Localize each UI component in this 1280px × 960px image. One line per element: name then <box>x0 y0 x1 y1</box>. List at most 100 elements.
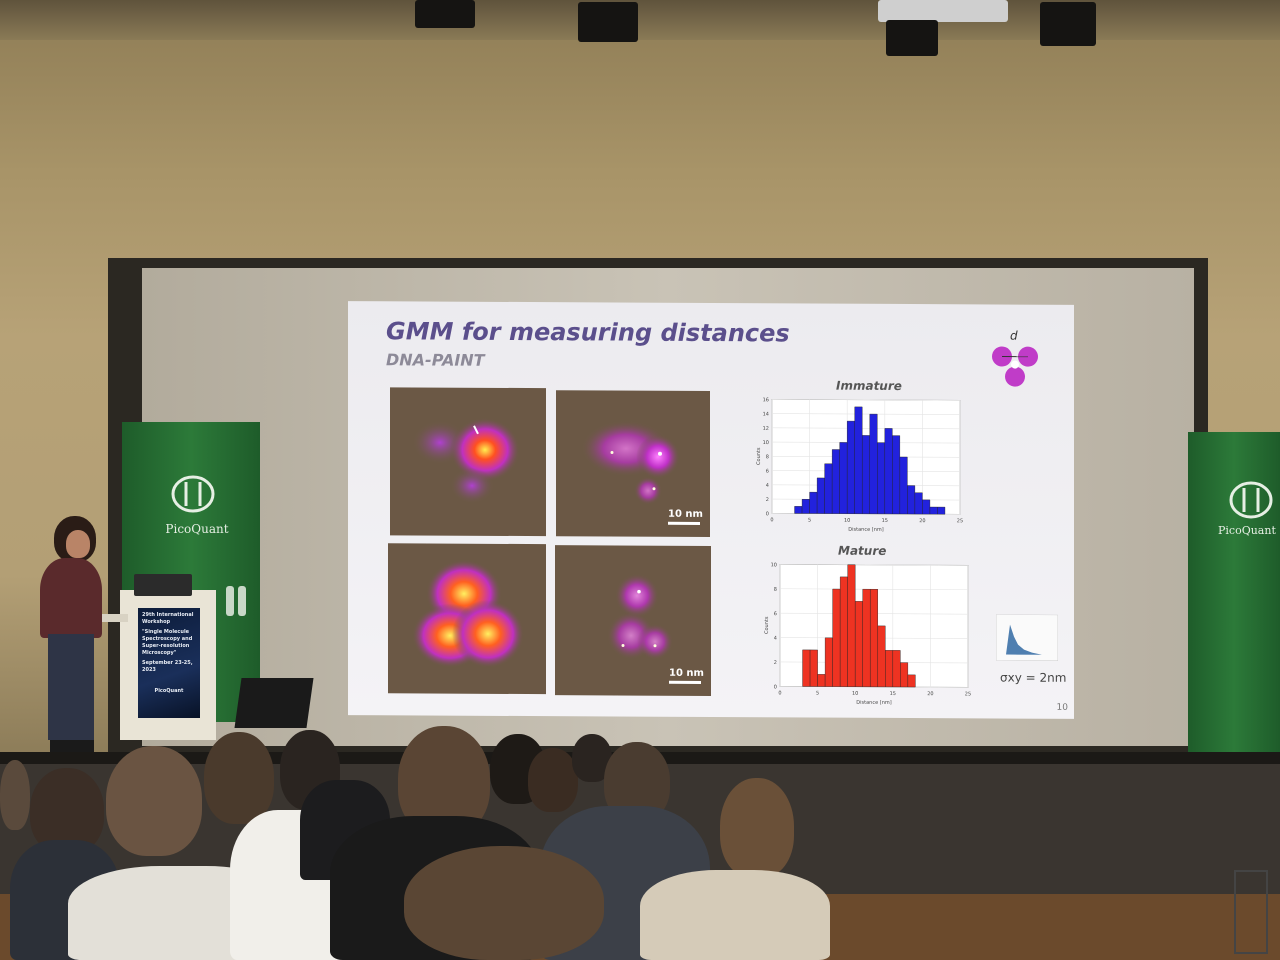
histogram-bar <box>937 507 945 514</box>
presentation-slide: GMM for measuring distances DNA-PAINT d <box>348 301 1074 719</box>
y-axis-label: Counts <box>764 616 770 634</box>
histogram-bar <box>802 499 810 513</box>
x-tick-label: 10 <box>852 691 858 697</box>
slide-title: GMM for measuring distances <box>386 317 790 347</box>
ceiling-projector <box>878 0 1008 22</box>
slide-page-number: 10 <box>1057 703 1068 713</box>
picoquant-logo-icon <box>1226 480 1276 520</box>
picoquant-logo-icon <box>168 474 218 514</box>
histogram-bar <box>907 486 915 515</box>
histogram-bar <box>915 493 923 514</box>
x-tick-label: 20 <box>927 691 933 697</box>
poster-brand: PicoQuant <box>142 688 196 695</box>
histogram-bar <box>795 506 803 513</box>
laptop <box>134 574 192 596</box>
scale-bar-label: 10 nm <box>668 509 703 520</box>
histogram-bar <box>810 492 818 513</box>
empty-chair <box>1234 870 1268 954</box>
histogram-bar <box>900 457 908 514</box>
histogram-bar <box>877 443 885 514</box>
histogram-bar <box>862 435 870 513</box>
histogram-bar <box>885 650 893 687</box>
histogram-bar <box>840 442 848 513</box>
water-bottle <box>226 586 234 616</box>
histogram-bar <box>848 565 856 687</box>
histogram-bar <box>922 500 930 514</box>
diagram-label: d <box>1010 329 1018 343</box>
y-tick-label: 8 <box>774 587 777 593</box>
y-tick-label: 6 <box>766 469 769 475</box>
histogram-bar <box>900 663 908 687</box>
poster-line-3: September 23-25, 2023 <box>142 660 196 674</box>
x-tick-label: 0 <box>770 517 773 523</box>
podium-poster: 29th International Workshop "Single Mole… <box>138 608 200 718</box>
y-axis-label: Counts <box>756 447 762 465</box>
histogram-bar <box>863 589 871 687</box>
mature-plot-title: Mature <box>838 544 886 558</box>
sigma-label: σxy = 2nm <box>1000 671 1066 685</box>
image-mature-localizations: 10 nm <box>555 545 711 696</box>
y-tick-label: 0 <box>774 684 777 690</box>
y-tick-label: 14 <box>763 412 769 418</box>
image-immature-gmm <box>390 387 546 536</box>
histogram-bar <box>833 589 841 687</box>
distance-diagram: d <box>988 328 1048 390</box>
histogram-bar <box>840 577 848 687</box>
x-tick-label: 5 <box>808 518 811 524</box>
histogram-bar <box>908 675 916 687</box>
immature-plot-title: Immature <box>836 379 902 393</box>
slide-subtitle: DNA-PAINT <box>386 350 485 370</box>
histogram-bar <box>870 589 878 687</box>
mature-histogram: 05101520250246810Distance [nm]Counts <box>762 558 976 707</box>
x-tick-label: 15 <box>890 691 896 697</box>
x-tick-label: 0 <box>778 690 781 696</box>
histogram-bar <box>825 638 833 687</box>
x-tick-label: 10 <box>844 518 850 524</box>
scale-bar-line <box>668 522 700 525</box>
ceiling-spotlight <box>578 2 638 42</box>
scale-bar: 10 nm <box>668 509 700 525</box>
precision-inset-histogram <box>996 614 1058 660</box>
left-stand-brand: PicoQuant <box>152 522 242 536</box>
histogram-bar <box>818 674 826 686</box>
histogram-bar <box>885 428 893 514</box>
image-immature-localizations: 10 nm <box>556 390 710 537</box>
histogram-bar <box>930 507 938 514</box>
histogram-bar <box>878 626 886 687</box>
histogram-bar <box>855 601 863 686</box>
y-tick-label: 4 <box>774 636 777 642</box>
right-stand-brand: PicoQuant <box>1218 524 1280 537</box>
histogram-bar <box>892 436 900 514</box>
ceiling-spotlight <box>415 0 475 28</box>
scale-bar: 10 nm <box>669 668 701 684</box>
x-tick-label: 25 <box>957 518 963 524</box>
ceiling-spotlight <box>886 20 938 56</box>
image-mature-gmm <box>388 543 546 694</box>
y-tick-label: 8 <box>766 454 769 460</box>
immature-histogram: 05101520250246810121416Distance [nm]Coun… <box>754 393 968 534</box>
y-tick-label: 6 <box>774 611 777 617</box>
y-tick-label: 12 <box>763 426 769 432</box>
water-bottle <box>238 586 246 616</box>
histogram-bar <box>825 464 833 514</box>
poster-line-1: 29th International Workshop <box>142 612 196 626</box>
histogram-bar <box>832 450 840 514</box>
ceiling-spotlight <box>1040 2 1096 46</box>
histogram-bar <box>847 421 855 514</box>
x-axis-label: Distance [nm] <box>848 527 883 533</box>
trimer-icon <box>988 342 1048 390</box>
scale-bar-label: 10 nm <box>669 668 704 679</box>
y-tick-label: 2 <box>774 660 777 666</box>
right-banner-stand: PicoQuant <box>1188 432 1280 752</box>
x-tick-label: 15 <box>882 518 888 524</box>
histogram-bar <box>803 650 811 687</box>
speaker <box>36 516 116 760</box>
histogram-bar <box>893 650 901 687</box>
y-tick-label: 0 <box>766 511 769 517</box>
y-tick-label: 10 <box>771 562 777 568</box>
histogram-bar <box>817 478 825 514</box>
x-tick-label: 20 <box>919 518 925 524</box>
x-tick-label: 25 <box>965 691 971 697</box>
y-tick-label: 16 <box>763 397 769 403</box>
